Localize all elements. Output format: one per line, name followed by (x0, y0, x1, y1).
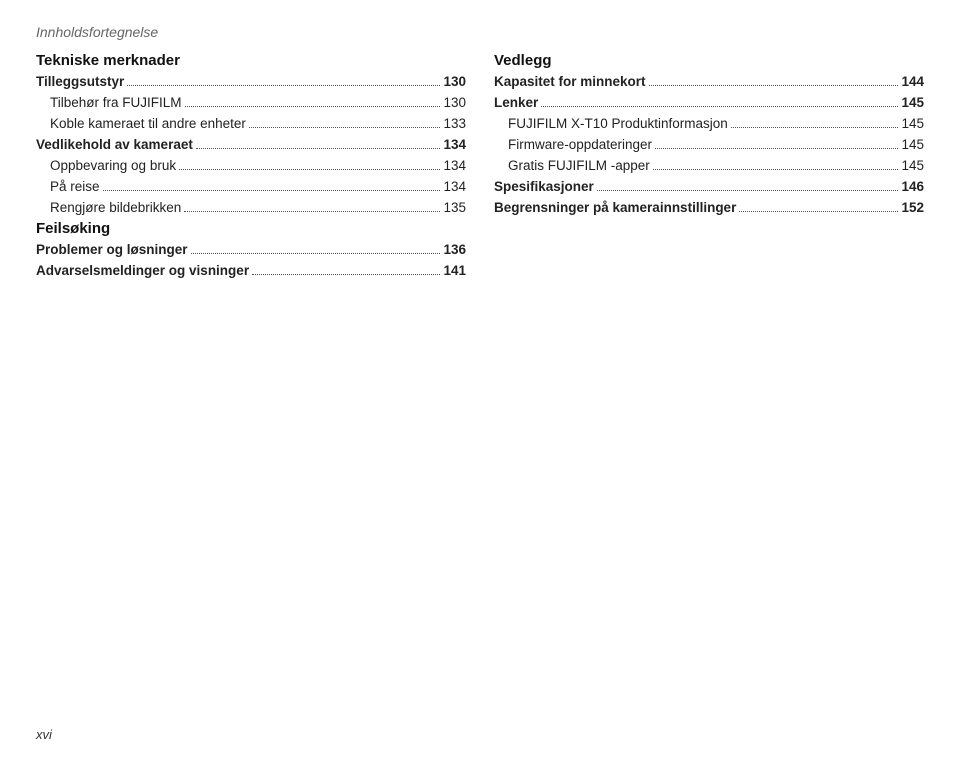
toc-entry: FUJIFILM X-T10 Produktinformasjon 145 (494, 114, 924, 135)
toc-entry: Advarselsmeldinger og visninger 141 (36, 261, 466, 282)
toc-leader-dots (252, 265, 440, 276)
toc-entry-label: Begrensninger på kamerainnstillinger (494, 198, 736, 219)
toc-entry-page: 130 (443, 72, 466, 93)
toc-entry-page: 145 (901, 156, 924, 177)
toc-entry-label: Advarselsmeldinger og visninger (36, 261, 249, 282)
toc-entry-page: 145 (901, 135, 924, 156)
toc-entry-label: Spesifikasjoner (494, 177, 594, 198)
toc-leader-dots (653, 159, 899, 170)
toc-entry: Tilbehør fra FUJIFILM 130 (36, 93, 466, 114)
toc-entry: Problemer og løsninger 136 (36, 240, 466, 261)
toc-entry-label: Kapasitet for minnekort (494, 72, 646, 93)
toc-column-left: Tekniske merknaderTilleggsutstyr130Tilbe… (36, 50, 466, 282)
toc-entry-page: 141 (443, 261, 466, 282)
toc-entry-page: 134 (443, 177, 466, 198)
toc-entry-label: FUJIFILM X-T10 Produktinformasjon (494, 114, 728, 135)
toc-entry: Oppbevaring og bruk 134 (36, 156, 466, 177)
toc-entry-label: Rengjøre bildebrikken (36, 198, 181, 219)
toc-leader-dots (739, 201, 898, 212)
toc-entry-label: Lenker (494, 93, 538, 114)
toc-leader-dots (103, 180, 441, 191)
toc-entry-page: 145 (901, 114, 924, 135)
toc-entry-page: 144 (901, 72, 924, 93)
toc-entry: På reise 134 (36, 177, 466, 198)
toc-leader-dots (249, 117, 441, 128)
page: Innholdsfortegnelse Tekniske merknader Ti… (0, 0, 960, 762)
toc-entry: Spesifikasjoner 146 (494, 177, 924, 198)
toc-entry-page: 136 (443, 240, 466, 261)
toc-leader-dots (179, 159, 440, 170)
toc-entry-label: Vedlikehold av kameraet (36, 135, 193, 156)
toc-entry-label: På reise (36, 177, 100, 198)
toc-leader-dots (127, 75, 440, 86)
toc-section-title: Feilsøking (36, 220, 466, 237)
toc-entry-page: 134 (443, 135, 466, 156)
toc-leader-dots (184, 201, 440, 212)
page-number-footer: xvi (36, 727, 52, 742)
toc-entry-page: 133 (443, 114, 466, 135)
toc-entry: Kapasitet for minnekort 144 (494, 72, 924, 93)
toc-entry-label: Gratis FUJIFILM -apper (494, 156, 650, 177)
toc-entry-page: 146 (901, 177, 924, 198)
toc-leader-dots (597, 180, 899, 191)
toc-entry-page: 152 (901, 198, 924, 219)
toc-leader-dots (196, 138, 441, 149)
toc-entry: Rengjøre bildebrikken 135 (36, 198, 466, 219)
toc-entry: Lenker 145 (494, 93, 924, 114)
toc-entry: Gratis FUJIFILM -apper 145 (494, 156, 924, 177)
toc-leader-dots (655, 138, 898, 149)
toc-leader-dots (541, 96, 898, 107)
toc-leader-dots (649, 75, 899, 86)
toc-entry-label: Problemer og løsninger (36, 240, 188, 261)
toc-entry-label: Oppbevaring og bruk (36, 156, 176, 177)
toc-leader-dots (185, 96, 441, 107)
toc-column-right: Vedlegg Kapasitet for minnekort 144 Lenker 1… (494, 50, 924, 282)
toc-entry-page: 145 (901, 93, 924, 114)
toc-columns: Tekniske merknaderTilleggsutstyr130Tilbe… (36, 50, 924, 282)
toc-entry-page: 134 (443, 156, 466, 177)
toc-entry-label: Koble kameraet til andre enheter (36, 114, 246, 135)
toc-leader-dots (731, 117, 899, 128)
toc-entry-label: Tilleggsutstyr (36, 72, 124, 93)
toc-entry: Koble kameraet til andre enheter 133 (36, 114, 466, 135)
toc-entry: Tilleggsutstyr 130 (36, 72, 466, 93)
toc-entry-label: Firmware-oppdateringer (494, 135, 652, 156)
toc-section-title: Vedlegg (494, 52, 924, 69)
page-header: Innholdsfortegnelse (36, 24, 924, 40)
toc-leader-dots (191, 244, 441, 255)
toc-section-title: Tekniske merknader (36, 52, 466, 69)
toc-entry-label: Tilbehør fra FUJIFILM (36, 93, 182, 114)
toc-entry-page: 135 (443, 198, 466, 219)
toc-entry-page: 130 (443, 93, 466, 114)
toc-entry: Vedlikehold av kameraet 134 (36, 135, 466, 156)
toc-entry: Firmware-oppdateringer 145 (494, 135, 924, 156)
toc-entry: Begrensninger på kamerainnstillinger 152 (494, 198, 924, 219)
